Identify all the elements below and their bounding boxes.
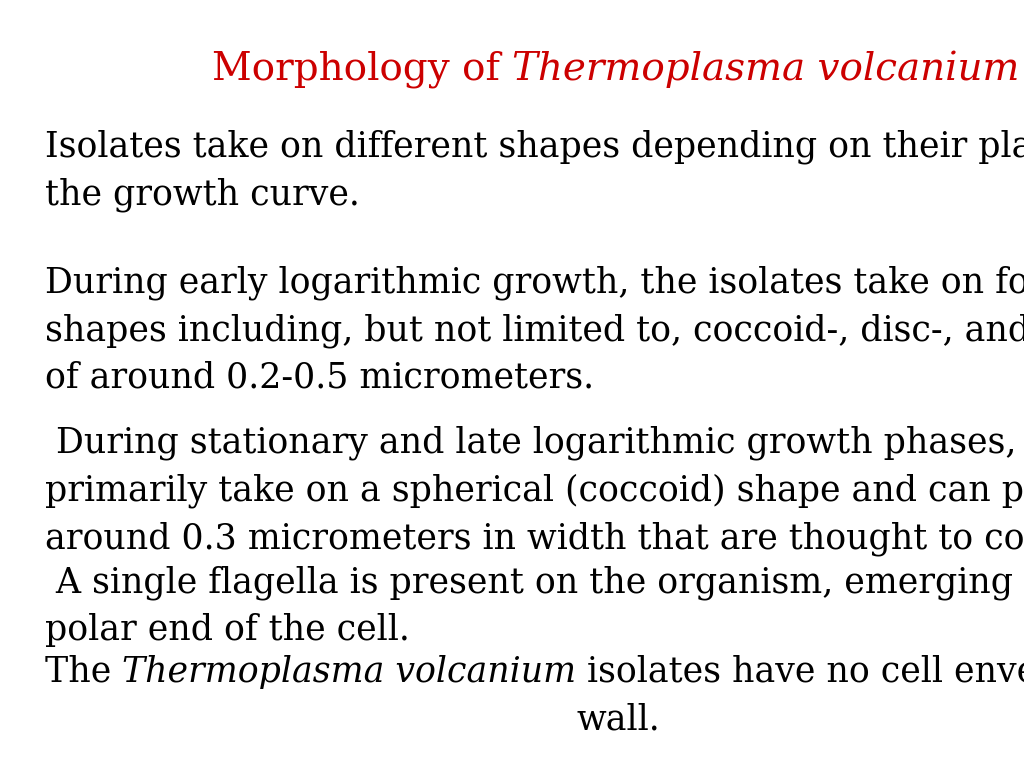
Text: Thermoplasma volcanium: Thermoplasma volcanium bbox=[122, 655, 577, 689]
Text: The: The bbox=[45, 655, 122, 689]
Text: Morphology of: Morphology of bbox=[212, 50, 512, 88]
Text: Isolates take on different shapes depending on their placement within
the growth: Isolates take on different shapes depend… bbox=[45, 130, 1024, 213]
Text: During stationary and late logarithmic growth phases, the isolates
primarily tak: During stationary and late logarithmic g… bbox=[45, 425, 1024, 555]
Text: During early logarithmic growth, the isolates take on forms of all
shapes includ: During early logarithmic growth, the iso… bbox=[45, 265, 1024, 395]
Text: Thermoplasma volcanium: Thermoplasma volcanium bbox=[512, 50, 1019, 88]
Text: A single flagella is present on the organism, emerging from one
polar end of the: A single flagella is present on the orga… bbox=[45, 565, 1024, 647]
Text: isolates have no cell envelope or cell
wall.: isolates have no cell envelope or cell w… bbox=[577, 655, 1024, 737]
